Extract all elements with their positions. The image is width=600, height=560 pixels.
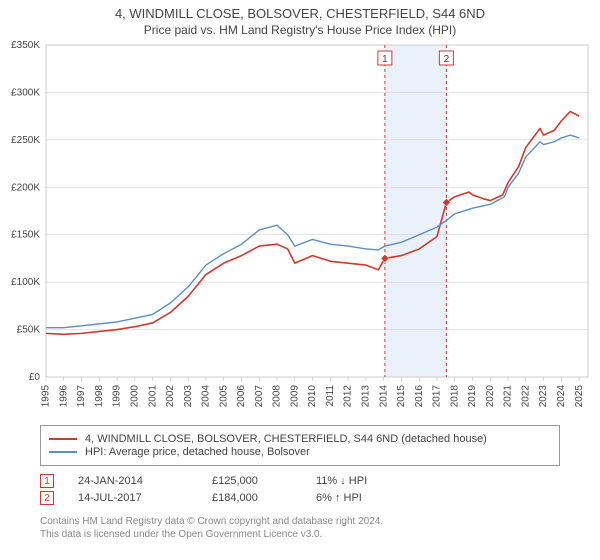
sale-price: £184,000 [212,492,292,504]
svg-text:2018: 2018 [449,385,460,408]
chart-titles: 4, WINDMILL CLOSE, BOLSOVER, CHESTERFIEL… [0,0,600,39]
svg-text:1997: 1997 [76,385,87,408]
svg-text:2020: 2020 [485,385,496,408]
svg-text:£150K: £150K [11,230,40,241]
title-line-1: 4, WINDMILL CLOSE, BOLSOVER, CHESTERFIEL… [10,6,590,21]
sale-price: £125,000 [212,475,292,487]
svg-text:2022: 2022 [520,385,531,408]
svg-text:1996: 1996 [58,385,69,408]
svg-text:2012: 2012 [343,385,354,408]
legend-swatch [49,438,77,440]
svg-text:2005: 2005 [218,385,229,408]
legend-item: HPI: Average price, detached house, Bols… [49,446,551,458]
svg-text:2006: 2006 [236,385,247,408]
svg-text:2004: 2004 [201,385,212,408]
svg-text:£200K: £200K [11,182,40,193]
svg-text:2025: 2025 [574,385,585,408]
svg-text:£100K: £100K [11,277,40,288]
svg-text:2017: 2017 [432,385,443,408]
svg-text:£50K: £50K [17,325,41,336]
legend-swatch [49,451,77,453]
svg-text:£250K: £250K [11,135,40,146]
svg-text:2009: 2009 [289,385,300,408]
svg-text:2019: 2019 [467,385,478,408]
svg-text:2024: 2024 [556,385,567,408]
legend-label: HPI: Average price, detached house, Bols… [85,446,310,458]
svg-text:2007: 2007 [254,385,265,408]
sale-date: 14-JUL-2017 [78,492,188,504]
svg-text:2010: 2010 [307,385,318,408]
svg-text:2002: 2002 [165,385,176,408]
footer-line: Contains HM Land Registry data © Crown c… [40,515,560,528]
svg-text:1995: 1995 [41,385,52,408]
svg-text:2023: 2023 [538,385,549,408]
legend-box: 4, WINDMILL CLOSE, BOLSOVER, CHESTERFIEL… [40,425,560,466]
svg-text:2000: 2000 [129,385,140,408]
svg-text:2014: 2014 [378,385,389,408]
svg-text:£300K: £300K [11,87,40,98]
svg-text:2011: 2011 [325,385,336,407]
svg-text:2016: 2016 [414,385,425,408]
svg-text:2008: 2008 [272,385,283,408]
footer-attribution: Contains HM Land Registry data © Crown c… [40,515,560,541]
sales-table: 1 24-JAN-2014 £125,000 11% ↓ HPI 2 14-JU… [40,474,560,505]
chart-area: £0 £50K £100K £150K £200K £250K £300K £350K 1995… [0,39,600,419]
svg-text:£350K: £350K [11,40,40,51]
sale-marker: 2 [40,491,54,505]
sale-delta: 11% ↓ HPI [316,475,367,487]
svg-text:2021: 2021 [503,385,514,408]
svg-text:2015: 2015 [396,385,407,408]
sale-row: 1 24-JAN-2014 £125,000 11% ↓ HPI [40,474,560,488]
legend-label: 4, WINDMILL CLOSE, BOLSOVER, CHESTERFIEL… [85,433,487,445]
footer-line: This data is licensed under the Open Gov… [40,528,560,541]
svg-text:2001: 2001 [147,385,158,408]
svg-text:2: 2 [444,54,450,65]
legend-item: 4, WINDMILL CLOSE, BOLSOVER, CHESTERFIEL… [49,433,551,445]
svg-text:1999: 1999 [112,385,123,408]
title-line-2: Price paid vs. HM Land Registry's House … [10,23,590,37]
svg-text:£0: £0 [29,372,41,383]
svg-text:2013: 2013 [361,385,372,408]
svg-text:2003: 2003 [183,385,194,408]
sale-row: 2 14-JUL-2017 £184,000 6% ↑ HPI [40,491,560,505]
sale-marker: 1 [40,474,54,488]
sale-date: 24-JAN-2014 [78,475,188,487]
svg-text:1998: 1998 [94,385,105,408]
chart-svg: £0 £50K £100K £150K £200K £250K £300K £350K 1995… [0,39,600,419]
sale-delta: 6% ↑ HPI [316,492,362,504]
svg-text:1: 1 [382,54,388,65]
